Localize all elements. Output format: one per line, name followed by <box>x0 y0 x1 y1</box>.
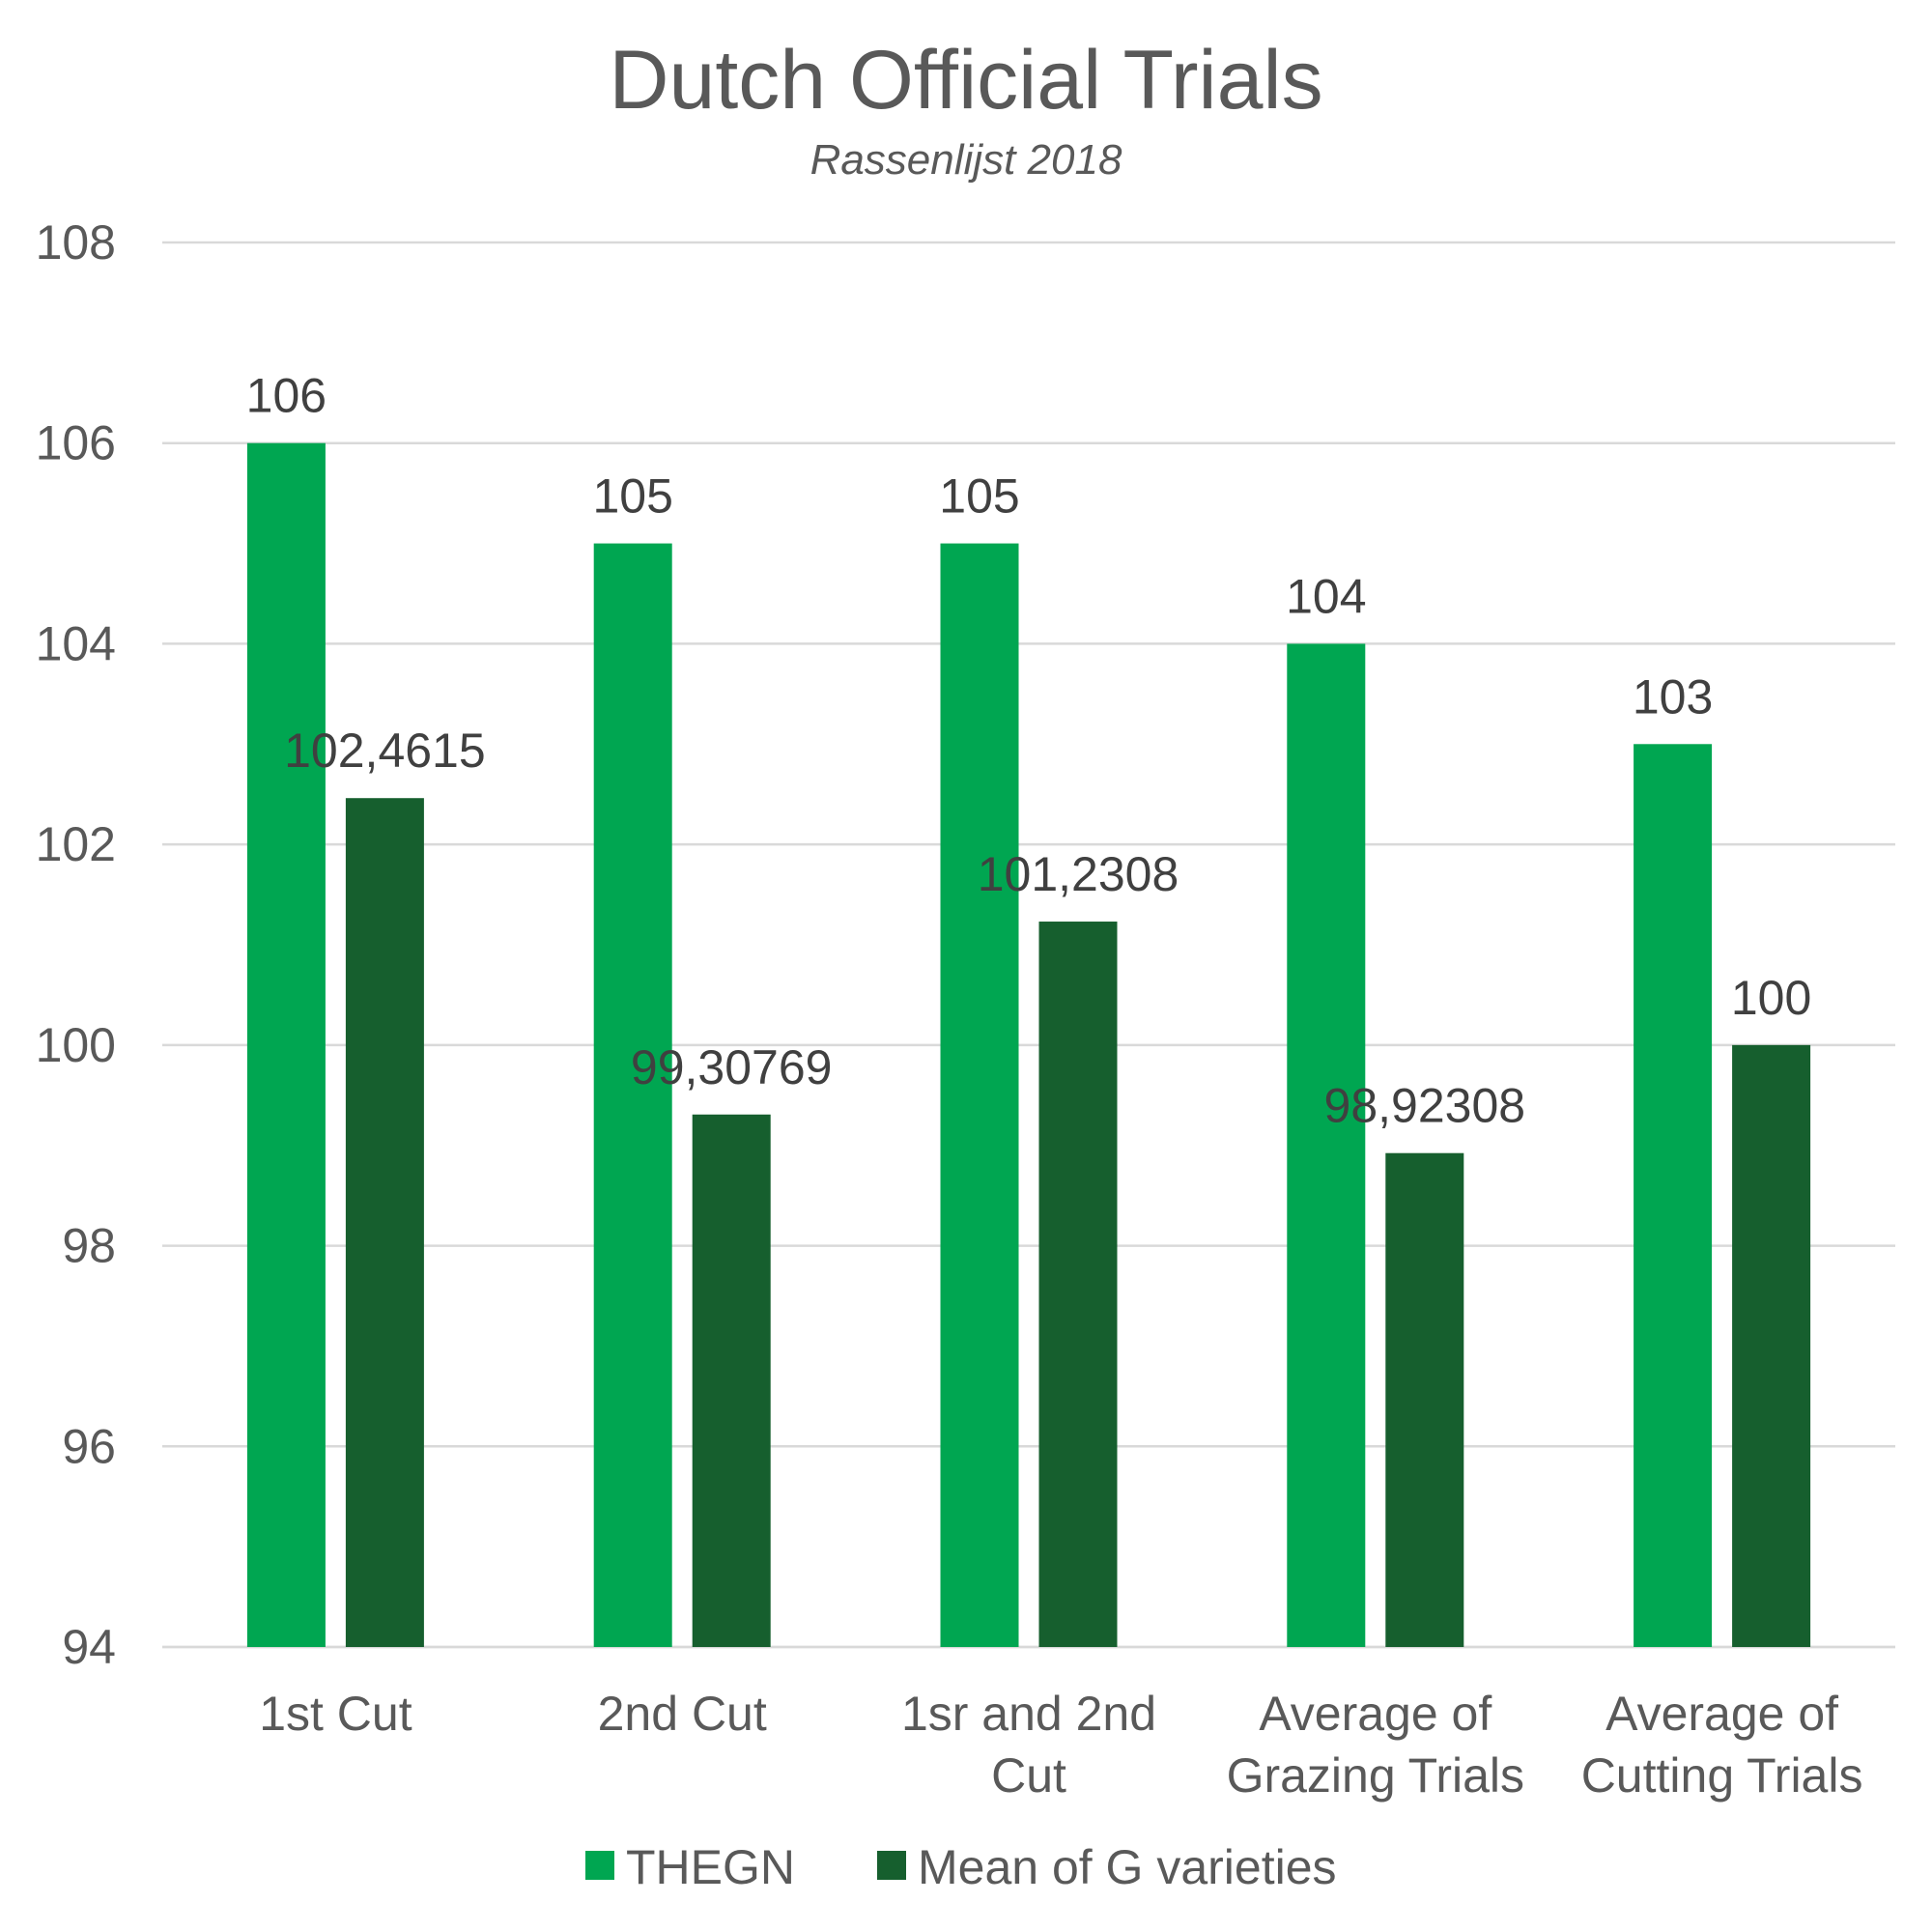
y-tick-label: 96 <box>62 1419 116 1473</box>
bar <box>1634 744 1713 1647</box>
x-tick-label: 1sr and 2nd <box>901 1687 1156 1741</box>
data-label: 106 <box>246 369 327 423</box>
data-label: 102,4615 <box>284 724 486 778</box>
x-tick-label: Cut <box>991 1748 1066 1803</box>
y-tick-label: 104 <box>36 616 116 670</box>
legend-label: Mean of G varieties <box>918 1840 1337 1894</box>
x-tick-label: Cutting Trials <box>1581 1748 1863 1803</box>
legend-swatch <box>585 1851 614 1880</box>
bars <box>246 442 1811 1647</box>
data-label: 103 <box>1633 669 1713 724</box>
bar <box>1385 1152 1464 1647</box>
x-tick-label: Average of <box>1605 1687 1838 1741</box>
x-tick-label: 2nd Cut <box>598 1687 767 1741</box>
x-tick-label: Average of <box>1259 1687 1492 1741</box>
bar <box>1287 643 1366 1647</box>
y-tick-label: 102 <box>36 817 116 871</box>
chart-title: Dutch Official Trials <box>609 34 1322 127</box>
y-tick-label: 108 <box>36 215 116 270</box>
gridlines <box>162 241 1895 1649</box>
legend-swatch <box>877 1851 906 1880</box>
data-label: 100 <box>1731 971 1811 1025</box>
legend-label: THEGN <box>626 1840 795 1894</box>
bar <box>940 543 1019 1647</box>
bar <box>1732 1044 1811 1647</box>
y-tick-label: 106 <box>36 416 116 470</box>
x-tick-label: Grazing Trials <box>1227 1748 1524 1803</box>
data-labels: 106 102,4615 105 99,30769 105 101,2308 104 98,9… <box>246 369 1812 1133</box>
y-axis-ticks: 94 96 98 100 102 104 106 108 <box>36 215 116 1674</box>
y-tick-label: 94 <box>62 1620 116 1674</box>
data-label: 101,2308 <box>978 847 1179 901</box>
bar <box>246 442 326 1647</box>
data-label: 98,92308 <box>1324 1079 1526 1133</box>
bar <box>593 543 672 1647</box>
bar <box>345 798 424 1647</box>
data-label: 99,30769 <box>631 1040 833 1094</box>
legend: THEGN Mean of G varieties <box>585 1840 1337 1894</box>
x-tick-label: 1st Cut <box>259 1687 412 1741</box>
y-tick-label: 100 <box>36 1018 116 1072</box>
bar <box>692 1114 771 1647</box>
data-label: 105 <box>592 469 672 524</box>
data-label: 105 <box>939 469 1019 524</box>
chart-subtitle: Rassenlijst 2018 <box>810 136 1122 184</box>
x-axis-ticks: 1st Cut 2nd Cut 1sr and 2nd Cut Average of Gr… <box>259 1687 1862 1803</box>
y-tick-label: 98 <box>62 1219 116 1273</box>
data-label: 104 <box>1286 569 1366 623</box>
bar <box>1038 922 1118 1647</box>
